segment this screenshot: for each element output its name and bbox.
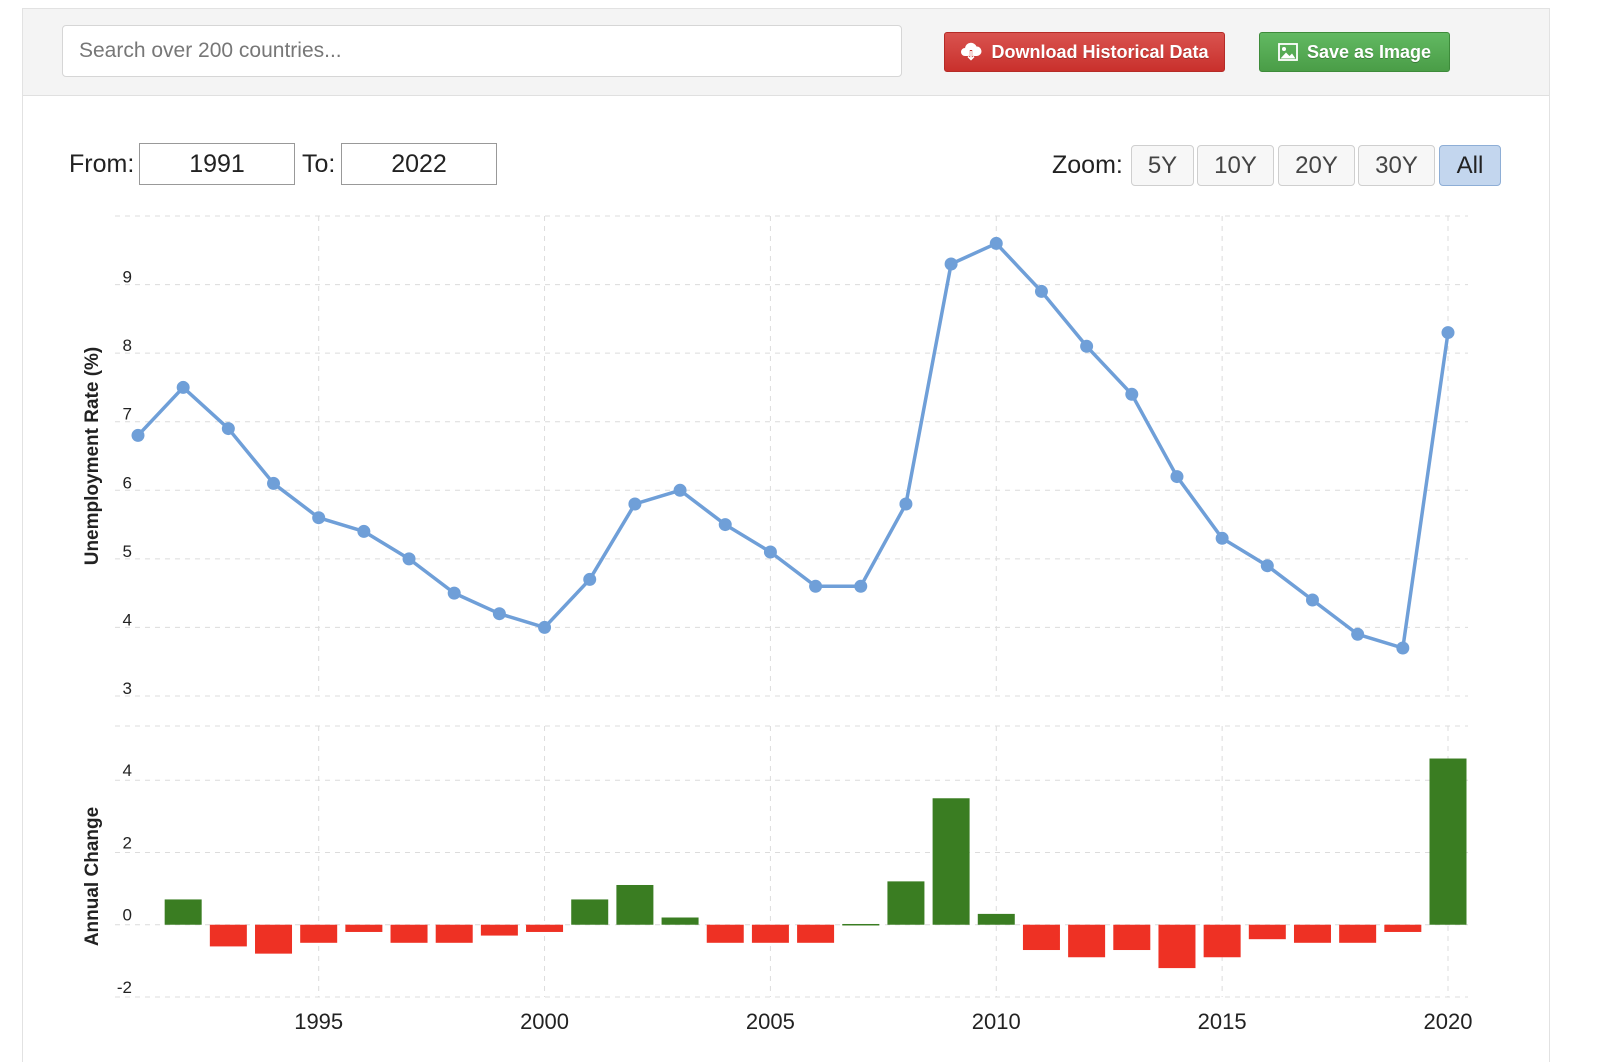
unemployment-rate-point bbox=[673, 483, 687, 497]
annual-change-bar bbox=[390, 924, 428, 943]
annual-change-bar bbox=[706, 924, 744, 943]
annual-change-bar bbox=[435, 924, 473, 943]
annual-change-bar bbox=[887, 881, 925, 925]
annual-change-bar bbox=[164, 899, 202, 925]
bar-y-tick-label: 2 bbox=[123, 833, 132, 852]
unemployment-rate-point bbox=[628, 497, 642, 511]
annual-change-bar bbox=[751, 924, 789, 943]
x-tick-label: 1995 bbox=[294, 1009, 343, 1034]
unemployment-rate-point bbox=[718, 518, 732, 532]
unemployment-rate-point bbox=[402, 552, 416, 566]
line-y-axis-title: Unemployment Rate (%) bbox=[82, 347, 103, 566]
chart-frame bbox=[22, 8, 1550, 1062]
annual-change-bar bbox=[661, 917, 699, 925]
annual-change-bar bbox=[1022, 924, 1060, 951]
zoom-5y-button[interactable]: 5Y bbox=[1131, 145, 1194, 186]
bar-y-tick-label: 4 bbox=[123, 761, 132, 780]
download-button-label: Download Historical Data bbox=[991, 41, 1209, 62]
from-label: From: bbox=[69, 150, 135, 178]
annual-change-bar bbox=[616, 884, 654, 925]
unemployment-rate-line bbox=[136, 241, 1450, 650]
annual-change-bar bbox=[1339, 924, 1377, 943]
line-y-tick-label: 3 bbox=[123, 679, 132, 698]
zoom-30y-button[interactable]: 30Y bbox=[1358, 145, 1435, 186]
annual-change-bar bbox=[1113, 924, 1151, 951]
unemployment-rate-point bbox=[131, 428, 145, 442]
unemployment-rate-point bbox=[1305, 593, 1319, 607]
unemployment-rate-point bbox=[854, 579, 868, 593]
zoom-10y-button[interactable]: 10Y bbox=[1197, 145, 1274, 186]
line-y-tick-label: 9 bbox=[123, 268, 132, 287]
annual-change-bar bbox=[571, 899, 609, 925]
unemployment-rate-point bbox=[267, 476, 281, 490]
annual-change-bar bbox=[1429, 758, 1467, 925]
x-tick-label: 2020 bbox=[1424, 1009, 1473, 1034]
bar-y-axis-title: Annual Change bbox=[82, 807, 103, 946]
download-historical-data-button[interactable]: Download Historical Data bbox=[944, 32, 1225, 72]
line-y-tick-label: 8 bbox=[123, 336, 132, 355]
unemployment-rate-point bbox=[312, 511, 326, 525]
unemployment-rate-point bbox=[1215, 531, 1229, 545]
unemployment-rate-point bbox=[538, 620, 552, 634]
line-y-tick-label: 4 bbox=[123, 610, 132, 629]
annual-change-bar bbox=[300, 924, 338, 943]
annual-change-bar bbox=[1158, 924, 1196, 969]
unemployment-rate-point bbox=[357, 524, 371, 538]
unemployment-rate-point bbox=[1080, 339, 1094, 353]
unemployment-rate-point bbox=[583, 572, 597, 586]
zoom-20y-button[interactable]: 20Y bbox=[1278, 145, 1355, 186]
line-y-tick-label: 7 bbox=[123, 405, 132, 424]
search-input[interactable] bbox=[62, 25, 902, 77]
annual-change-bar bbox=[977, 913, 1015, 925]
x-tick-label: 2000 bbox=[520, 1009, 569, 1034]
unemployment-rate-point bbox=[447, 586, 461, 600]
annual-change-bar bbox=[1293, 924, 1331, 943]
to-year-input[interactable] bbox=[341, 143, 497, 185]
x-tick-label: 2010 bbox=[972, 1009, 1021, 1034]
unemployment-rate-point bbox=[1351, 627, 1365, 641]
save-button-label: Save as Image bbox=[1306, 41, 1432, 62]
unemployment-rate-point bbox=[1170, 470, 1184, 484]
save-as-image-button[interactable]: Save as Image bbox=[1259, 32, 1450, 72]
line-y-tick-label: 6 bbox=[123, 473, 132, 492]
x-tick-label: 2015 bbox=[1198, 1009, 1247, 1034]
image-icon bbox=[1278, 43, 1298, 61]
annual-change-bar bbox=[1203, 924, 1241, 958]
annual-change-bar bbox=[1248, 924, 1286, 940]
from-year-input[interactable] bbox=[139, 143, 295, 185]
annual-change-bar bbox=[842, 923, 880, 926]
annual-change-bar bbox=[1068, 924, 1106, 958]
annual-change-bar bbox=[209, 924, 247, 947]
unemployment-rate-point bbox=[1125, 387, 1139, 401]
unemployment-rate-point bbox=[763, 545, 777, 559]
annual-change-bar bbox=[797, 924, 835, 943]
unemployment-rate-point bbox=[899, 497, 913, 511]
zoom-all-button[interactable]: All bbox=[1439, 145, 1501, 186]
unemployment-rate-point bbox=[1260, 559, 1274, 573]
annual-change-bar bbox=[932, 798, 970, 925]
bar-y-tick-label: 0 bbox=[123, 906, 132, 925]
annual-change-bar bbox=[480, 924, 518, 936]
annual-change-bar bbox=[255, 924, 293, 954]
unemployment-rate-point bbox=[176, 380, 190, 394]
bar-y-tick-label: -2 bbox=[117, 978, 132, 997]
zoom-label: Zoom: bbox=[1052, 151, 1123, 179]
unemployment-rate-point bbox=[944, 257, 958, 271]
unemployment-rate-point bbox=[809, 579, 823, 593]
annual-change-bar bbox=[526, 924, 564, 932]
cloud-download-icon bbox=[960, 42, 982, 62]
unemployment-rate-point bbox=[1396, 641, 1410, 655]
annual-change-bar bbox=[345, 924, 383, 932]
unemployment-rate-point bbox=[1441, 326, 1455, 340]
line-y-tick-label: 5 bbox=[123, 542, 132, 561]
unemployment-rate-point bbox=[492, 607, 506, 621]
unemployment-rate-point bbox=[989, 236, 1003, 250]
x-tick-label: 2005 bbox=[746, 1009, 795, 1034]
to-label: To: bbox=[302, 150, 336, 178]
unemployment-rate-point bbox=[1034, 284, 1048, 298]
unemployment-rate-point bbox=[221, 422, 235, 436]
annual-change-bar bbox=[1384, 924, 1422, 932]
